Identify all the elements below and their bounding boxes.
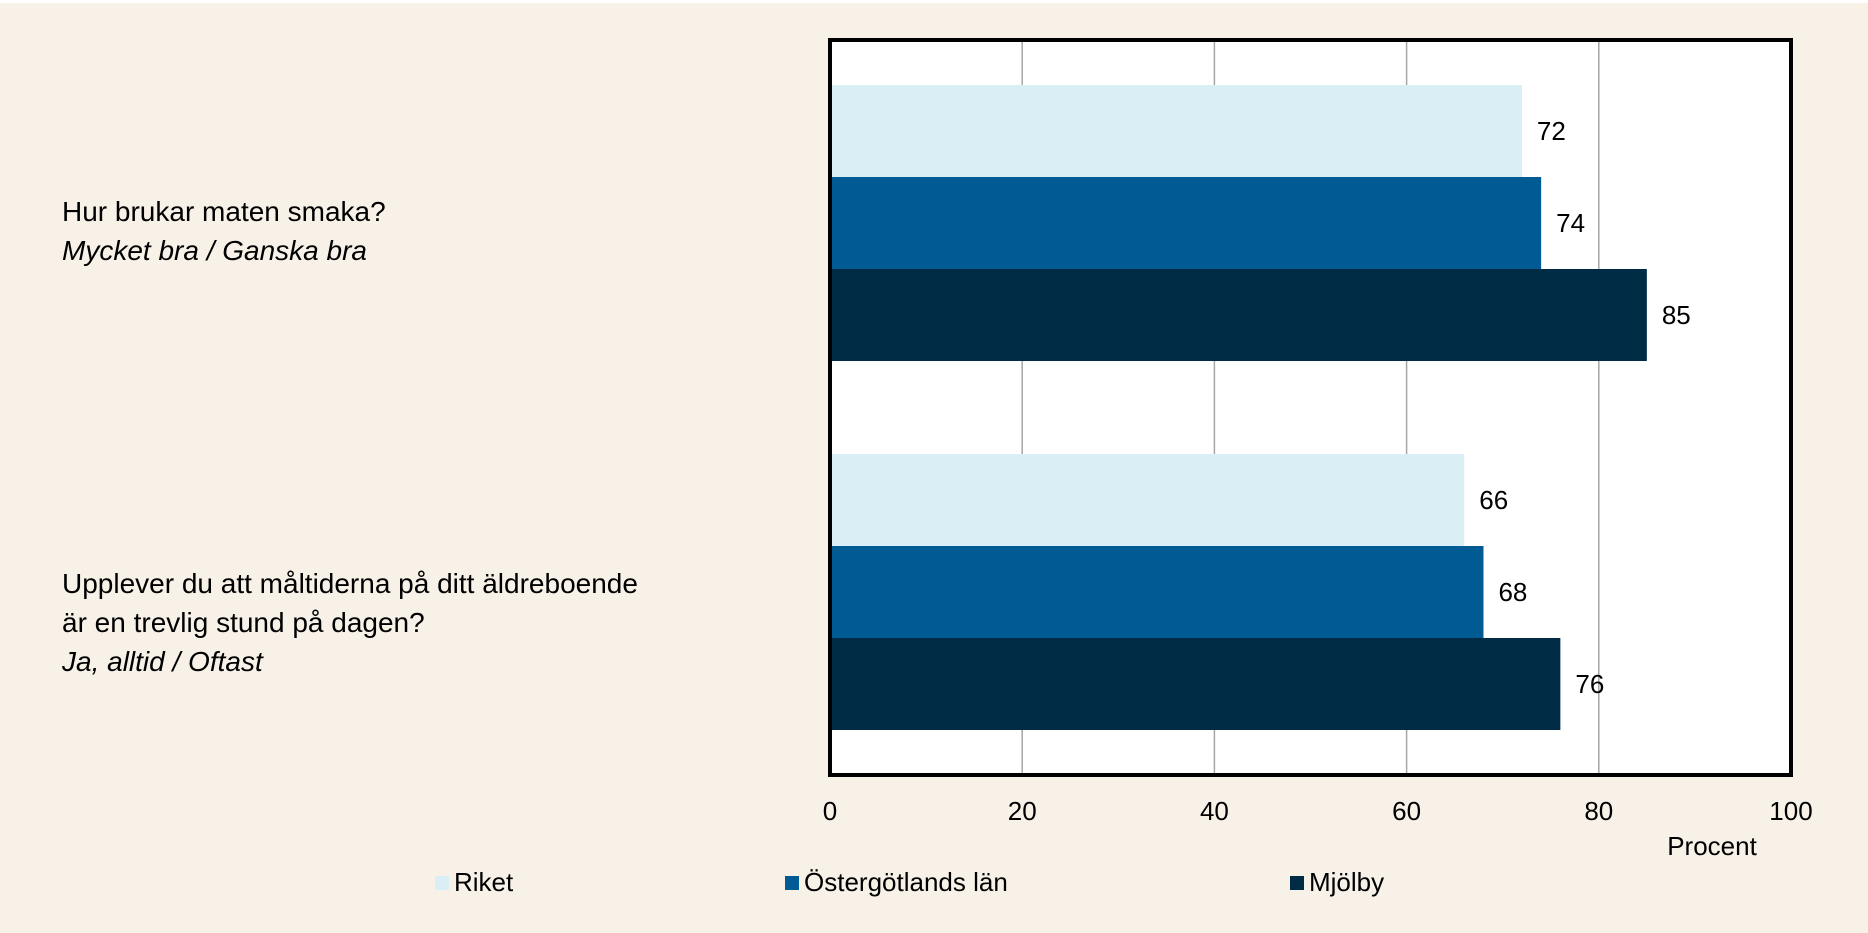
plot-border: [828, 38, 1793, 777]
legend-swatch: [1290, 875, 1304, 890]
data-label: 74: [1556, 208, 1585, 238]
category-question-line: Hur brukar maten smaka?: [62, 196, 386, 227]
category-response-label: Mycket bra / Ganska bra: [62, 235, 368, 266]
category-response-label: Ja, alltid / Oftast: [62, 646, 263, 677]
x-tick-label: 40: [1200, 796, 1229, 826]
x-tick-label: 80: [1584, 796, 1613, 826]
category-label-mealtime: Upplever du att måltiderna på ditt äldre…: [62, 564, 638, 681]
data-label: 72: [1537, 116, 1566, 146]
legend-item: Riket: [435, 867, 513, 898]
bar: [830, 269, 1647, 361]
category-question-line: Upplever du att måltiderna på ditt äldre…: [62, 568, 638, 599]
bar: [830, 454, 1465, 546]
legend: Riket Östergötlands län Mjölby: [0, 867, 1868, 903]
legend-item: Östergötlands län: [785, 867, 1008, 898]
bars: 72 74 85 66 68 76: [830, 85, 1691, 730]
legend-item: Mjölby: [1290, 867, 1384, 898]
bar: [830, 177, 1542, 269]
legend-label: Mjölby: [1309, 867, 1385, 897]
x-tick-label: 60: [1392, 796, 1421, 826]
legend-swatch: [435, 875, 449, 890]
data-label: 76: [1575, 669, 1604, 699]
category-question-line: är en trevlig stund på dagen?: [62, 607, 425, 638]
bar: [830, 546, 1484, 638]
x-tick-label: 20: [1008, 796, 1037, 826]
bar: [830, 85, 1522, 177]
data-label: 85: [1662, 300, 1691, 330]
legend-swatch: [785, 875, 799, 890]
data-label: 66: [1479, 485, 1508, 515]
top-strip: [0, 0, 1868, 3]
x-tick-labels: 0 20 40 60 80 100: [823, 796, 1813, 826]
data-label: 68: [1498, 577, 1527, 607]
legend-label: Östergötlands län: [804, 867, 1008, 897]
legend-label: Riket: [454, 867, 514, 897]
x-tick-label: 0: [823, 796, 837, 826]
category-label-taste: Hur brukar maten smaka? Mycket bra / Gan…: [62, 192, 386, 270]
x-tick-label: 100: [1769, 796, 1812, 826]
x-axis-label: Procent: [1667, 831, 1757, 861]
bar: [830, 638, 1561, 730]
